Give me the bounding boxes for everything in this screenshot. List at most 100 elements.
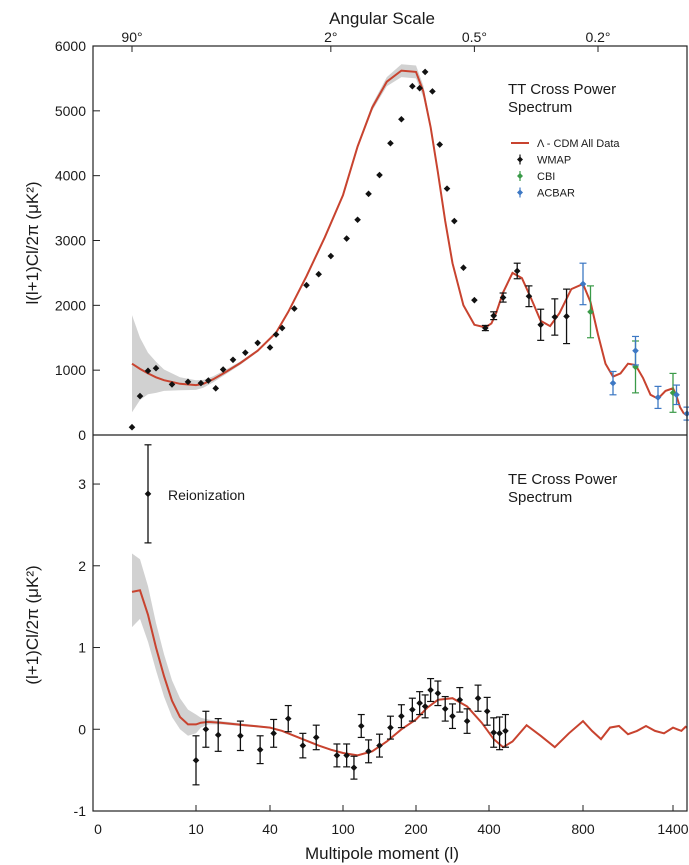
te-wmap-point [474, 684, 482, 712]
tt-cbi-marker [587, 308, 594, 316]
tt-wmap-point [168, 381, 176, 388]
te-wmap-marker [365, 748, 372, 755]
tt-wmap-marker [436, 141, 444, 148]
te-wmap-marker [483, 707, 491, 715]
tt-wmap-point [451, 217, 458, 225]
tt-data-points [128, 68, 689, 431]
te-wmap-point [214, 718, 222, 752]
tt-acbar-point [654, 385, 662, 410]
te-wmap-marker [284, 715, 292, 722]
te-panel: -1 0 1 2 3 0 10 40 100 200 400 800 1400 (l+1)Cl/2π … [23, 444, 689, 863]
te-wmap-marker [256, 746, 264, 753]
tt-wmap-point [429, 88, 436, 95]
tt-y-axis-label: l(l+1)Cl/2π (μK²) [23, 181, 42, 304]
te-wmap-marker [449, 712, 456, 720]
te-wmap-point [441, 695, 449, 722]
tt-acbar-marker [609, 379, 617, 387]
tt-wmap-marker [416, 84, 423, 92]
tt-wmap-marker [327, 252, 335, 260]
te-wmap-marker [416, 699, 423, 707]
tt-wmap-point [205, 377, 212, 384]
tt-y-tick-label: 3000 [55, 233, 86, 249]
te-wmap-marker [496, 730, 503, 737]
tt-wmap-marker [136, 392, 144, 400]
tt-wmap-point [421, 68, 429, 76]
tt-wmap-marker [266, 344, 274, 351]
te-wmap-point [386, 715, 394, 740]
tt-acbar-point [579, 262, 587, 306]
angular-scale-ticks: 90° 2° 0.5° 0.2° [121, 29, 611, 52]
te-wmap-point [490, 717, 498, 748]
tt-y-tick-label: 4000 [55, 168, 86, 184]
tt-y-tick-label: 6000 [55, 38, 86, 54]
te-y-tick-label: 1 [78, 640, 86, 656]
tt-wmap-point [184, 378, 192, 386]
te-wmap-marker [427, 686, 434, 694]
legend-label: CBI [537, 171, 555, 183]
tt-wmap-marker [376, 171, 383, 179]
te-wmap-marker [376, 742, 383, 749]
te-wmap-point [299, 732, 307, 759]
tt-wmap-marker [354, 216, 361, 224]
tt-acbar-point [673, 384, 680, 406]
tt-model-line [131, 69, 687, 417]
tt-wmap-marker [471, 296, 478, 304]
tt-wmap-point [460, 264, 467, 272]
reionization-annotation: Reionization [168, 487, 245, 503]
tt-wmap-marker [460, 264, 467, 272]
tt-wmap-marker [184, 378, 192, 386]
tt-wmap-marker [387, 139, 394, 147]
tt-cbi-marker [669, 389, 677, 397]
te-wmap-point [284, 704, 292, 733]
te-wmap-marker [214, 731, 222, 739]
legend-label: WMAP [537, 155, 571, 167]
tt-wmap-marker [443, 185, 451, 192]
x-tick-label: 10 [188, 821, 204, 837]
te-wmap-marker [456, 696, 464, 704]
tt-band-shape [132, 64, 687, 417]
tt-wmap-marker [272, 331, 280, 338]
tt-wmap-marker [144, 367, 152, 375]
legend-label: Λ - CDM All Data [537, 138, 620, 150]
te-wmap-marker [474, 694, 482, 702]
tt-wmap-marker [242, 349, 249, 356]
te-wmap-point [357, 713, 365, 739]
tt-wmap-marker [291, 305, 298, 312]
angular-scale-tick-label: 0.2° [585, 29, 610, 45]
tt-wmap-marker [205, 377, 212, 384]
x-tick-label: 100 [331, 821, 355, 837]
legend-entry-wmap: WMAP [517, 154, 571, 167]
x-tick-label: 1400 [657, 821, 688, 837]
tt-wmap-marker [343, 235, 350, 242]
tt-model-uncertainty-band [132, 64, 687, 417]
te-wmap-point [256, 735, 264, 765]
te-wmap-point [416, 691, 424, 716]
te-wmap-marker [192, 757, 200, 764]
tt-cbi-point [669, 372, 677, 413]
tt-acbar-marker [579, 280, 587, 288]
tt-wmap-marker [128, 423, 136, 431]
legend-swatch-marker [517, 189, 523, 196]
te-wmap-point [144, 444, 152, 544]
tt-cbi-point [587, 285, 594, 339]
tt-wmap-point [490, 311, 498, 321]
te-wmap-marker [237, 732, 244, 740]
te-wmap-point [449, 703, 456, 730]
tt-wmap-point [443, 185, 451, 192]
te-wmap-point [421, 694, 429, 719]
tt-wmap-point [365, 190, 372, 198]
tt-wmap-marker [398, 115, 405, 123]
te-y-tick-label: 3 [78, 476, 86, 492]
x-tick-label: 40 [262, 821, 278, 837]
tt-wmap-marker [421, 68, 429, 76]
te-wmap-marker [502, 727, 509, 735]
tt-acbar-marker [632, 347, 639, 355]
tt-wmap-marker [490, 312, 497, 320]
te-wmap-point [408, 697, 416, 722]
te-wmap-marker [441, 705, 449, 713]
te-wmap-point [343, 743, 351, 768]
te-wmap-marker [409, 706, 416, 713]
tt-wmap-marker [365, 190, 372, 198]
